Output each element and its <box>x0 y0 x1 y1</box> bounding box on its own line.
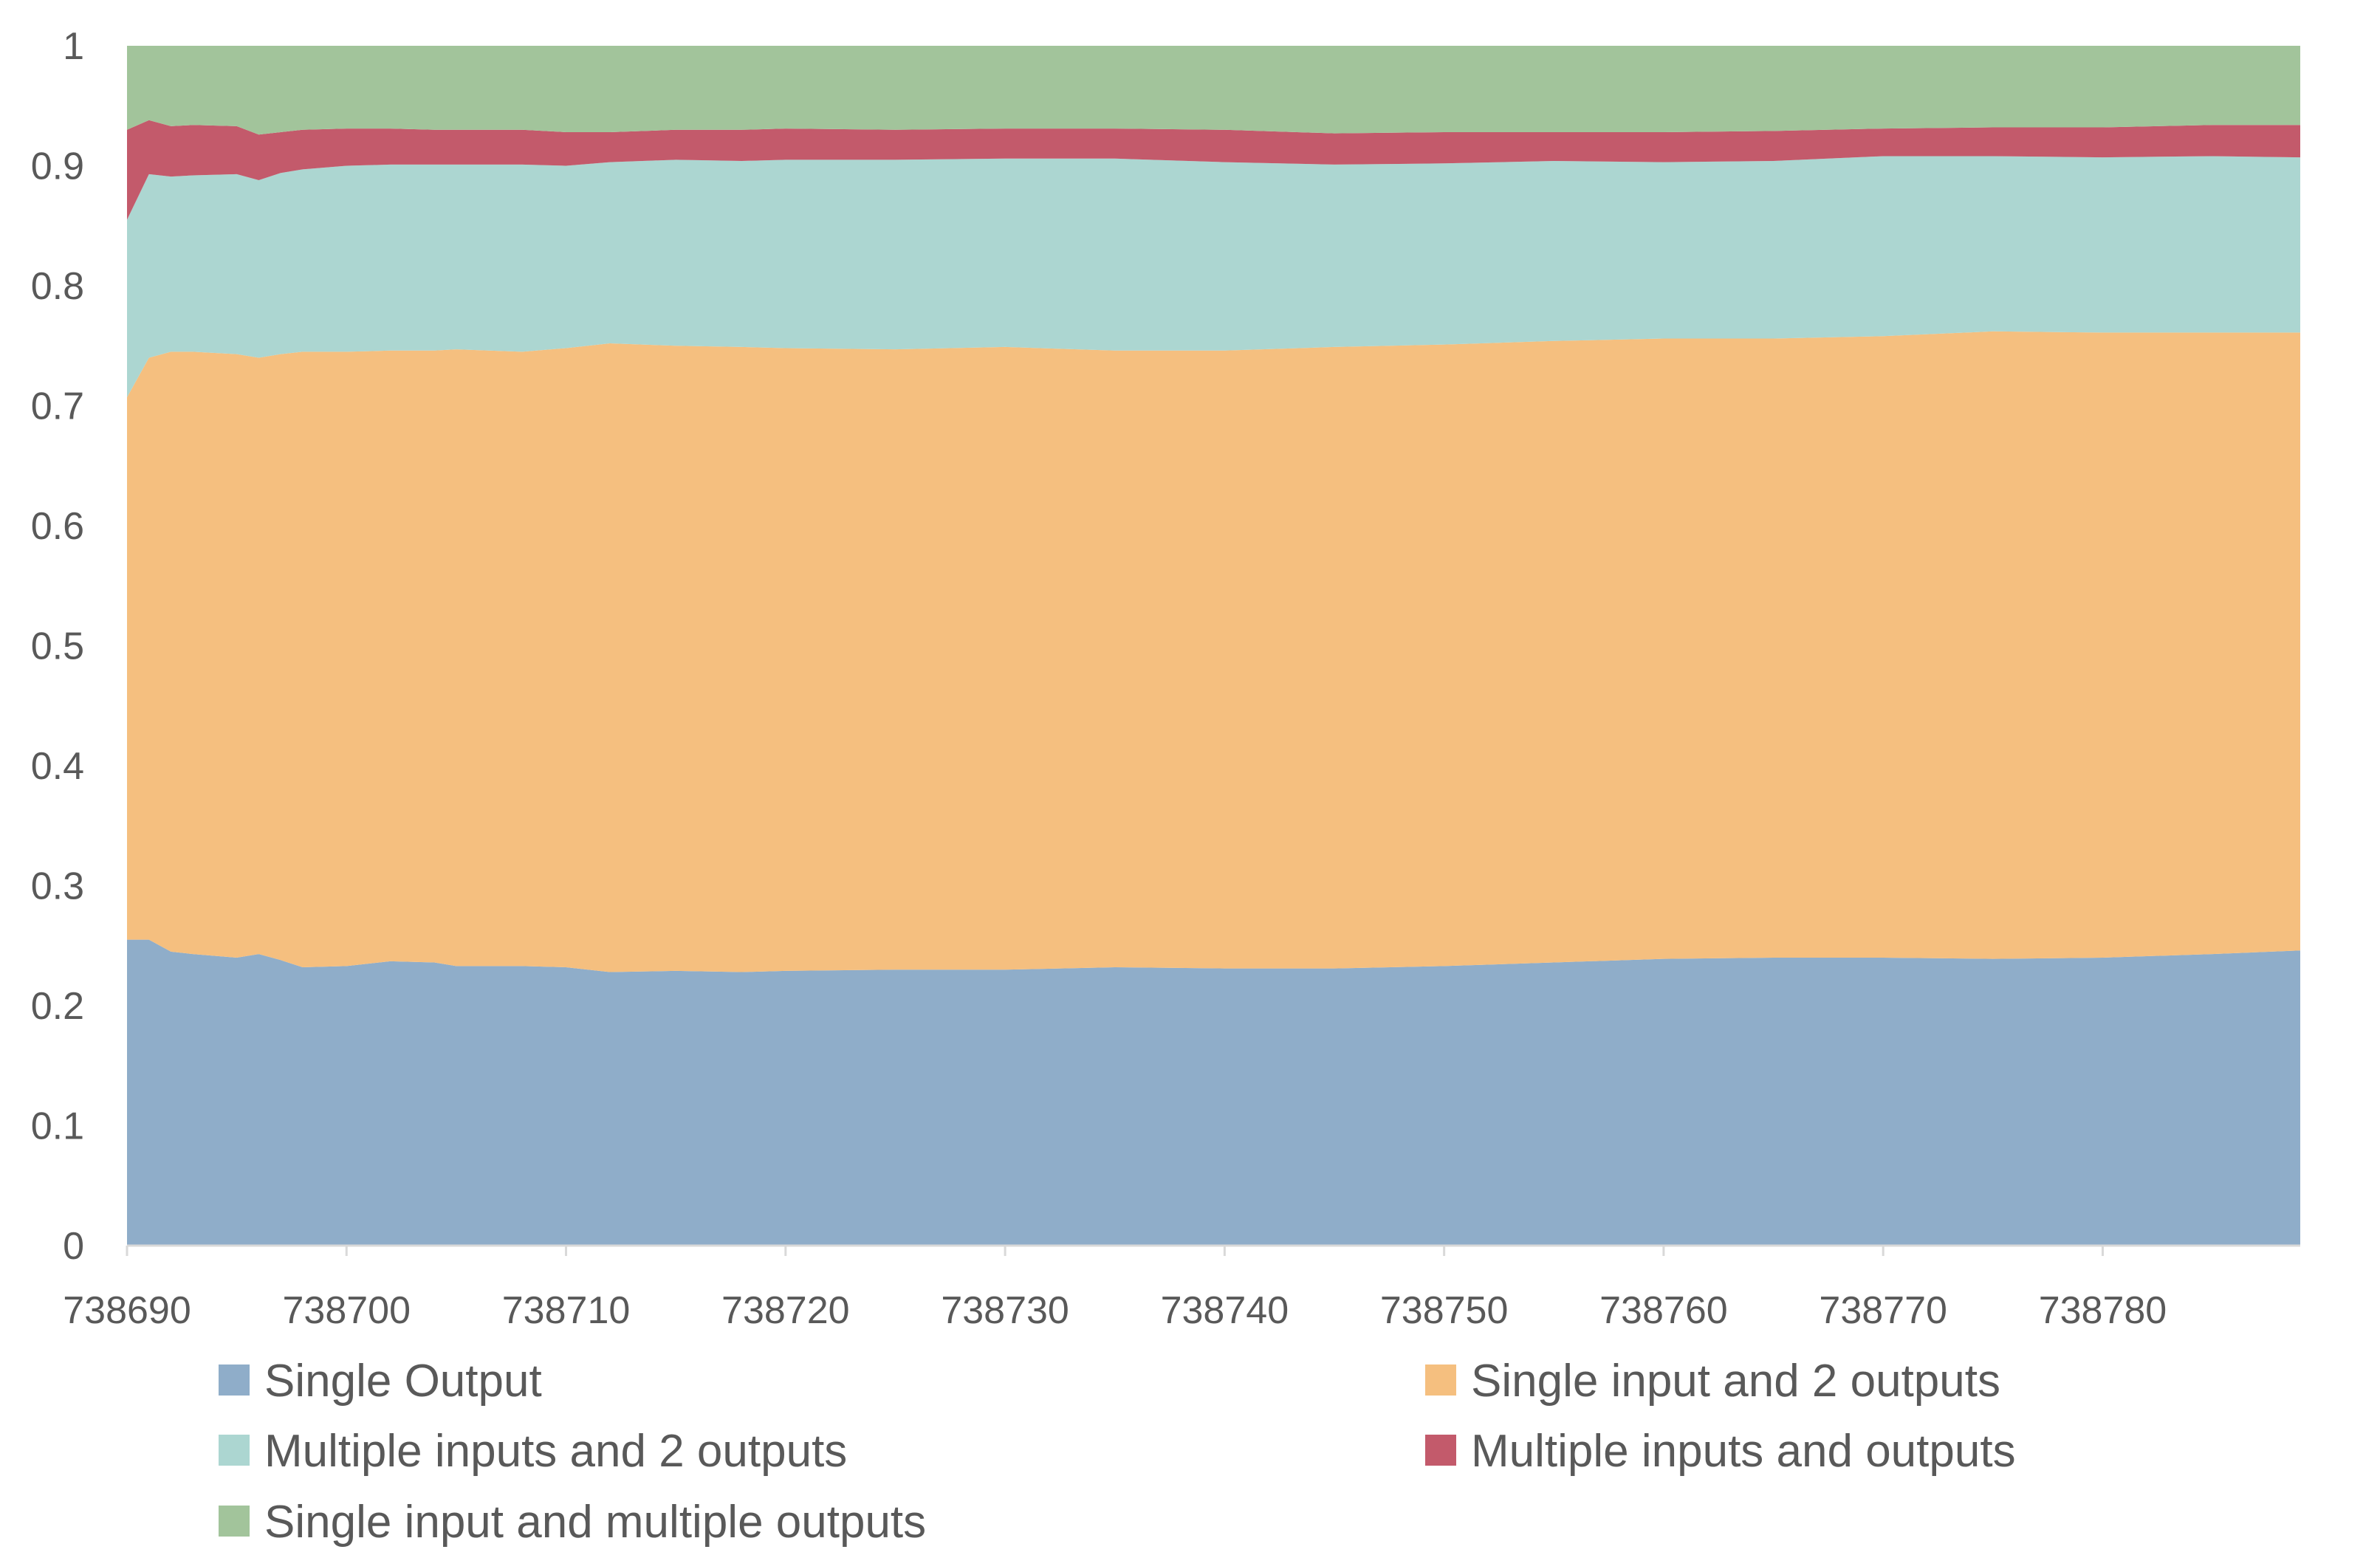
y-tick-label: 1 <box>63 25 84 68</box>
y-tick-labels: 0 0.1 0.2 0.3 0.4 0.5 0.6 0.7 0.8 0.9 1 <box>31 25 84 1268</box>
x-tick-label: 738720 <box>721 1289 850 1332</box>
legend-label-single-input-and-multiple-outputs: Single input and multiple outputs <box>264 1497 926 1548</box>
x-tick-label: 738700 <box>283 1289 411 1332</box>
legend-swatch-single-input-and-multiple-outputs <box>219 1506 250 1537</box>
y-tick-label: 0.7 <box>31 385 84 428</box>
legend: Single Output Single input and 2 outputs M… <box>219 1356 2016 1548</box>
y-tick-label: 0.3 <box>31 865 84 908</box>
legend-label-multiple-inputs-and-outputs: Multiple inputs and outputs <box>1471 1426 2016 1477</box>
x-tick-label: 738690 <box>63 1289 191 1332</box>
area-multiple-inputs-and-outputs <box>127 120 2300 220</box>
x-tick-label: 738750 <box>1380 1289 1509 1332</box>
legend-swatch-single-input-and-2-outputs <box>1425 1365 1456 1396</box>
area-single-input-and-multiple-outputs <box>127 46 2300 135</box>
legend-label-single-input-and-2-outputs: Single input and 2 outputs <box>1471 1356 2000 1407</box>
area-single-input-and-2-outputs <box>127 331 2300 972</box>
x-tick-label: 738760 <box>1599 1289 1728 1332</box>
area-series-group <box>127 46 2300 1246</box>
y-tick-label: 0.8 <box>31 265 84 308</box>
legend-label-multiple-inputs-and-2-outputs: Multiple inputs and 2 outputs <box>264 1426 847 1477</box>
x-tick-label: 738710 <box>502 1289 631 1332</box>
legend-swatch-multiple-inputs-and-outputs <box>1425 1435 1456 1466</box>
legend-swatch-single-output <box>219 1365 250 1396</box>
x-tick-label: 738730 <box>941 1289 1069 1332</box>
x-tick-labels: 738690 738700 738710 738720 738730 738740 7387… <box>63 1289 2167 1332</box>
area-multiple-inputs-and-2-outputs <box>127 156 2300 398</box>
area-single-output <box>127 939 2300 1246</box>
y-tick-label: 0.6 <box>31 505 84 548</box>
y-tick-label: 0 <box>63 1225 84 1268</box>
axes-group <box>126 1244 2300 1256</box>
x-tick-label: 738740 <box>1161 1289 1289 1332</box>
y-tick-label: 0.9 <box>31 145 84 188</box>
y-tick-label: 0.4 <box>31 745 84 788</box>
y-tick-label: 0.2 <box>31 985 84 1028</box>
y-tick-label: 0.1 <box>31 1105 84 1148</box>
y-tick-label: 0.5 <box>31 625 84 668</box>
legend-swatch-multiple-inputs-and-2-outputs <box>219 1435 250 1466</box>
x-tick-label: 738770 <box>1819 1289 1947 1332</box>
x-tick-label: 738780 <box>2039 1289 2167 1332</box>
legend-label-single-output: Single Output <box>264 1356 542 1407</box>
